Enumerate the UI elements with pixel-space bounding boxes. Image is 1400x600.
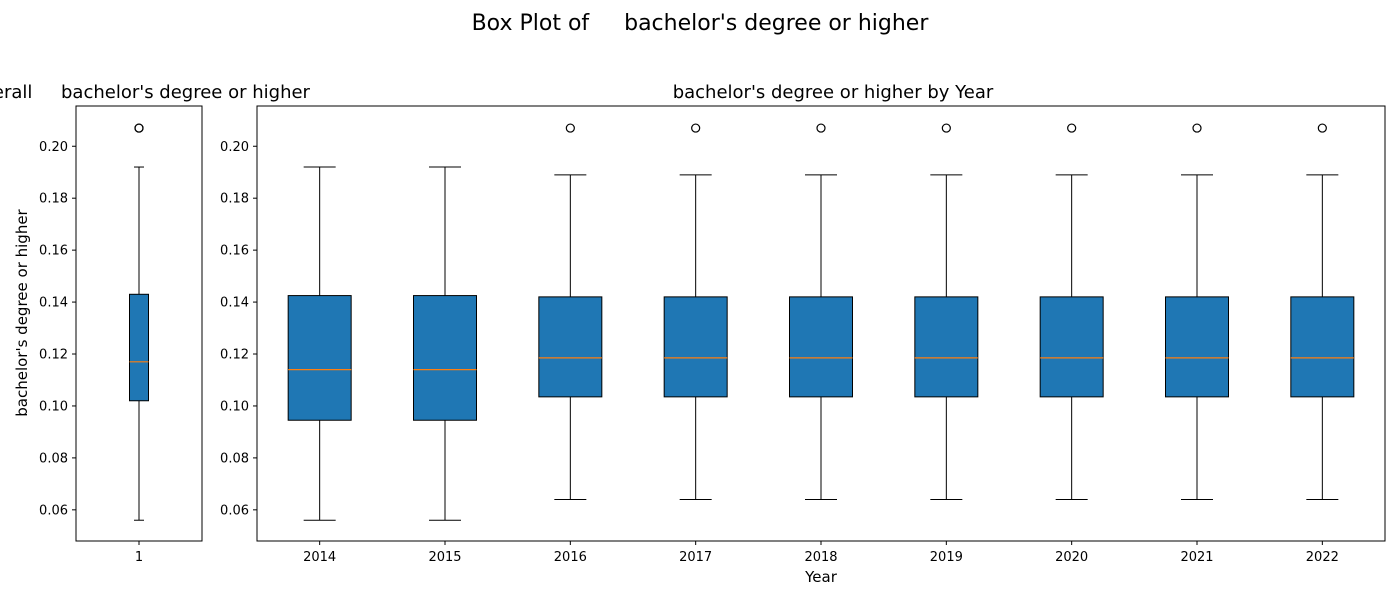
y-tick-label: 0.06 [39,503,68,518]
box-overall-1 [129,293,149,402]
x-tick-label: 2022 [1306,550,1339,565]
outlier-year-2021-0 [1192,123,1202,133]
y-tick-label: 0.16 [39,244,68,259]
box-year-2019 [914,296,979,398]
y-tick-label: 0.06 [220,503,249,518]
y-tick-label: 0.10 [39,399,68,414]
outlier-year-2017-0 [691,123,701,133]
y-tick-label: 0.20 [39,140,68,155]
outlier-year-2022-0 [1317,123,1327,133]
box-year-2022 [1290,296,1355,398]
box-year-2017 [663,296,728,398]
x-tick-label: 1 [135,550,143,565]
box-year-2014 [287,295,352,421]
y-tick-label: 0.10 [220,399,249,414]
by-year-x-axis-label: Year [804,568,838,586]
figure-title: Box Plot of bachelor's degree or higher [472,11,930,36]
box-year-2016 [538,296,603,398]
by-year-plot-frame [256,105,1386,542]
y-tick-label: 0.14 [220,296,249,311]
overall-plot-frame [75,105,203,542]
overall-box-plot: Overall bachelor's degree or higher bach… [0,82,311,565]
y-tick-label: 0.08 [220,451,249,466]
outlier-year-2018-0 [816,123,826,133]
y-tick-label: 0.16 [220,244,249,259]
x-tick-label: 2018 [804,550,837,565]
y-tick-label: 0.14 [39,296,68,311]
y-tick-label: 0.18 [220,192,249,207]
y-tick-label: 0.12 [220,348,249,363]
outlier-year-2020-0 [1067,123,1077,133]
x-tick-label: 2019 [930,550,963,565]
box-year-2020 [1039,296,1104,398]
box-year-2021 [1165,296,1229,398]
outlier-year-2016-0 [565,123,575,133]
x-tick-label: 2016 [554,550,587,565]
by-year-marks: 0.06 0.08 0.10 0.12 0.14 0.16 0.18 0.20 2014 2015… [220,123,1355,565]
outlier-year-2019-0 [941,123,951,133]
y-tick-label: 0.18 [39,192,68,207]
box-year-2018 [789,296,853,398]
x-tick-label: 2014 [303,550,336,565]
y-tick-label: 0.12 [39,348,68,363]
by-year-title: bachelor's degree or higher by Year [673,82,994,103]
by-year-box-plot: bachelor's degree or higher by Year Year… [220,82,1386,586]
overall-y-axis-label: bachelor's degree or higher [13,208,31,416]
x-tick-label: 2017 [679,550,712,565]
x-tick-label: 2020 [1055,550,1088,565]
x-tick-label: 2015 [428,550,461,565]
outlier-overall-1-1 [134,123,144,133]
overall-marks: 0.06 0.08 0.10 0.12 0.14 0.16 0.18 0.20 1 [39,123,149,565]
overall-title: Overall bachelor's degree or higher [0,82,311,103]
y-tick-label: 0.20 [220,140,249,155]
box-year-2015 [413,295,477,421]
x-tick-label: 2021 [1180,550,1213,565]
y-tick-label: 0.08 [39,451,68,466]
